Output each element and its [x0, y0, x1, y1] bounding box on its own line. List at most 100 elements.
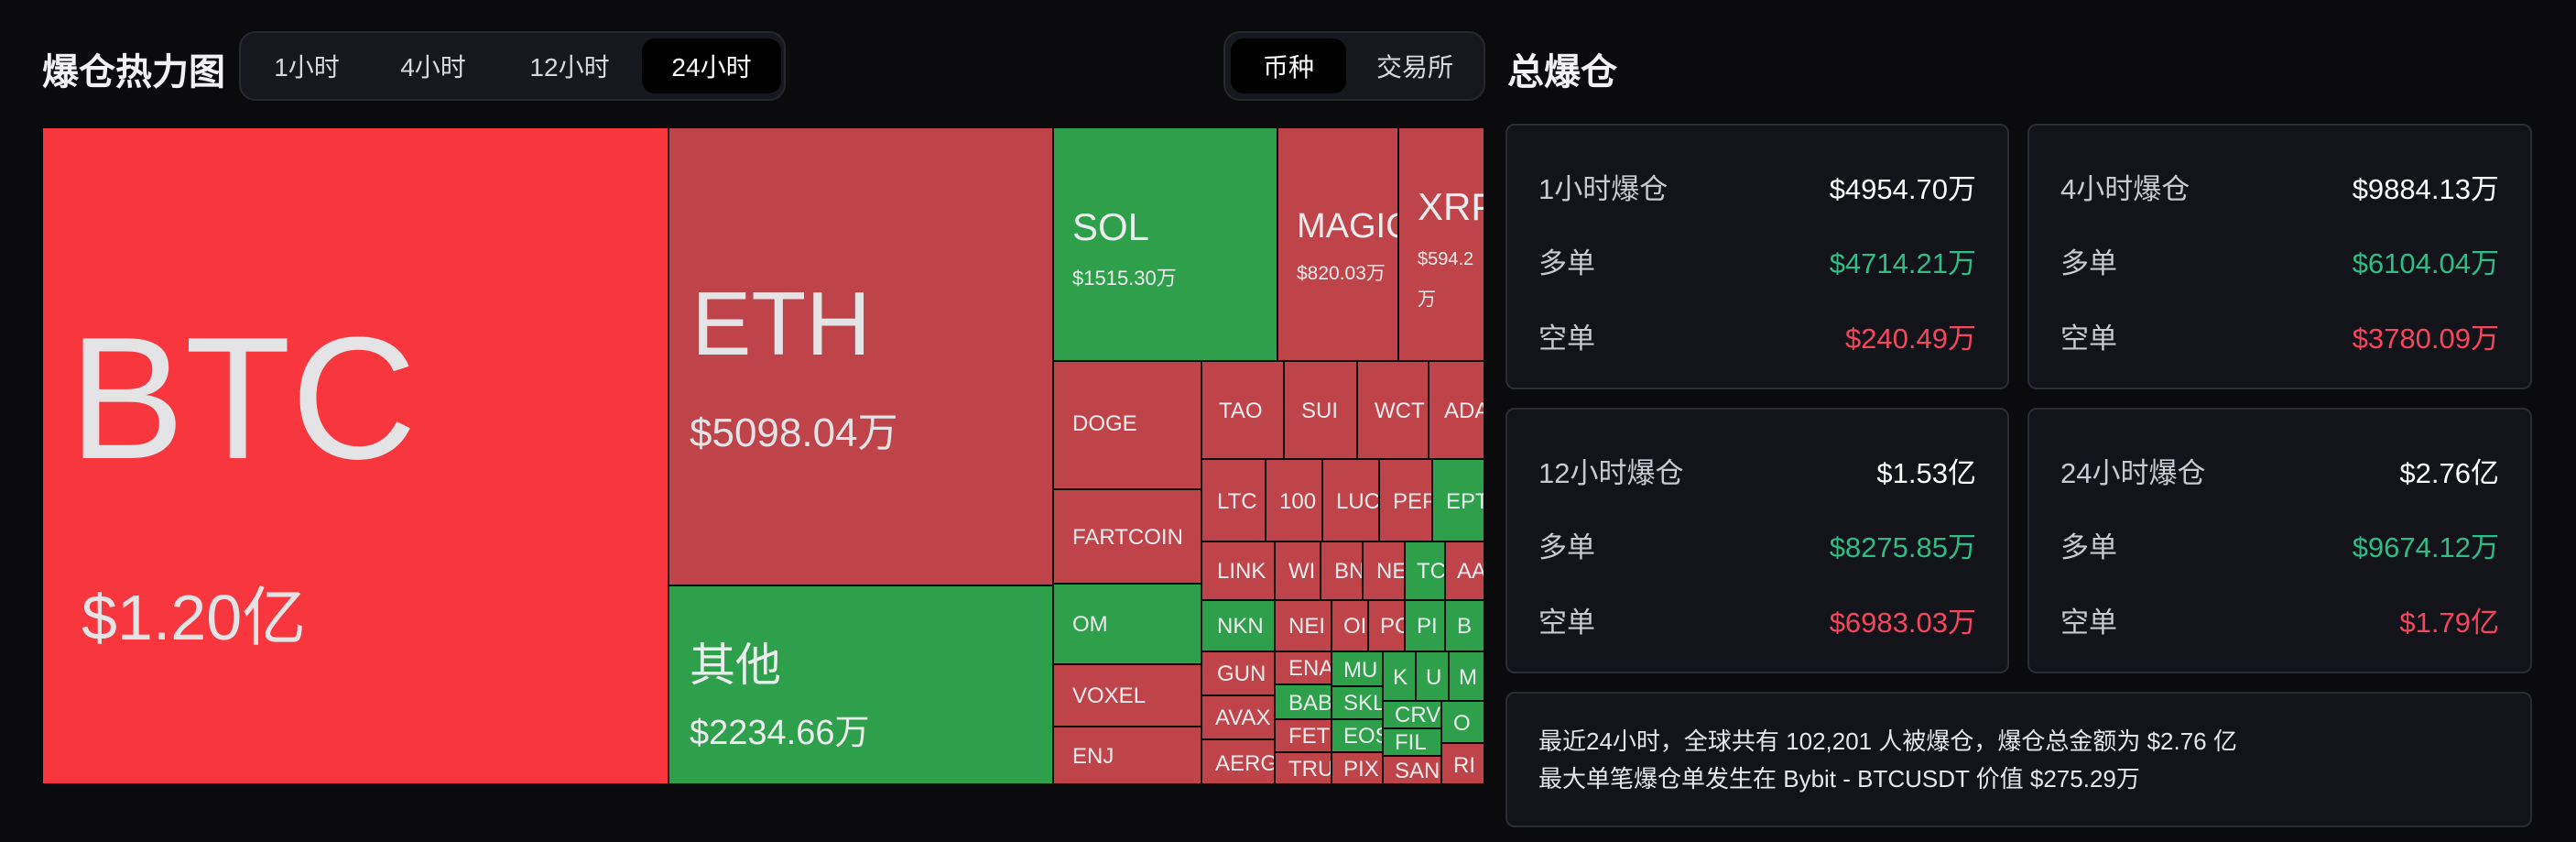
- tile-m[interactable]: M: [1449, 651, 1484, 701]
- tile-name: SOL: [1072, 205, 1150, 248]
- tile-mu[interactable]: MU: [1331, 651, 1383, 686]
- tile-k[interactable]: K: [1383, 651, 1416, 701]
- tile-skl[interactable]: SKL: [1331, 686, 1383, 719]
- tile-luc[interactable]: LUC: [1322, 459, 1379, 541]
- tile-avax[interactable]: AVAX: [1201, 695, 1275, 739]
- tile-name: WCT: [1375, 399, 1425, 423]
- tile-pi[interactable]: PI: [1405, 600, 1445, 651]
- tile-name: AERG: [1215, 751, 1275, 776]
- tile-fil[interactable]: FIL: [1383, 728, 1441, 756]
- tile-value-unit: 万: [1418, 290, 1436, 310]
- heatmap-title: 爆仓热力图: [42, 52, 225, 93]
- tab-by-coin[interactable]: 币种: [1231, 38, 1346, 93]
- period-label: 24小时爆仓: [2060, 457, 2206, 489]
- tile-b[interactable]: B: [1445, 600, 1484, 651]
- tile-link[interactable]: LINK: [1201, 541, 1275, 600]
- tile-ne[interactable]: NE: [1363, 541, 1405, 600]
- short-value: $240.49万: [1844, 323, 1976, 355]
- tile-ept[interactable]: EPT: [1432, 459, 1484, 541]
- long-value: $8275.85万: [1829, 531, 1976, 563]
- tile-fartcoin[interactable]: FARTCOIN: [1053, 489, 1201, 584]
- tile-name: TAO: [1219, 399, 1263, 423]
- tile-crv[interactable]: CRV: [1383, 701, 1441, 728]
- summary-card-24h: 24小时爆仓 $2.76亿 多单 $9674.12万 空单 $1.79亿: [2027, 408, 2532, 673]
- time-range-tabs: 1小时 4小时 12小时 24小时: [239, 31, 786, 101]
- tile-ena[interactable]: ENA: [1275, 651, 1331, 684]
- tile-u[interactable]: U: [1416, 651, 1449, 701]
- tile-ri[interactable]: RI: [1441, 743, 1484, 784]
- tile-sol[interactable]: SOL $1515.30万: [1053, 127, 1277, 361]
- tile-value: $820.03万: [1297, 263, 1386, 284]
- tile-btc[interactable]: BTC $1.20亿: [42, 127, 668, 784]
- tile-fet[interactable]: FET: [1275, 719, 1331, 752]
- tile-other[interactable]: 其他 $2234.66万: [668, 585, 1053, 784]
- tile-name: U: [1426, 665, 1442, 690]
- group-by-tabs: 币种 交易所: [1223, 31, 1485, 101]
- tile-gun[interactable]: GUN: [1201, 651, 1275, 695]
- tile-sui[interactable]: SUI: [1284, 361, 1357, 459]
- tile-name: VOXEL: [1072, 683, 1147, 708]
- tile-name: NEI: [1288, 614, 1326, 639]
- summary-card-4h: 4小时爆仓 $9884.13万 多单 $6104.04万 空单 $3780.09万: [2027, 124, 2532, 389]
- total-value: $2.76亿: [2399, 457, 2499, 489]
- tile-name: MAGIC: [1297, 207, 1397, 246]
- short-value: $1.79亿: [2399, 607, 2499, 639]
- tile-name: NKN: [1217, 614, 1264, 639]
- long-value: $6104.04万: [2352, 247, 2499, 279]
- total-value: $4954.70万: [1829, 173, 1976, 205]
- tile-name: TRU: [1288, 757, 1331, 782]
- short-value: $6983.03万: [1829, 607, 1976, 639]
- tile-san[interactable]: SAN: [1383, 756, 1441, 784]
- tile-eos[interactable]: EOS: [1331, 719, 1383, 752]
- summary-info-box: 最近24小时，全球共有 102,201 人被爆仓，爆仓总金额为 $2.76 亿 …: [1505, 692, 2532, 827]
- tile-aa[interactable]: AA: [1445, 541, 1484, 600]
- info-line-2: 最大单笔爆仓单发生在 Bybit - BTCUSDT 价值 $275.29万: [1538, 765, 2140, 793]
- tile-doge[interactable]: DOGE: [1053, 361, 1201, 489]
- tile-name: BTC: [69, 301, 417, 496]
- tile-name: PC: [1380, 614, 1404, 639]
- tab-by-exchange[interactable]: 交易所: [1375, 53, 1453, 82]
- tile-pep[interactable]: PEP: [1379, 459, 1432, 541]
- tile-eth[interactable]: ETH $5098.04万: [668, 127, 1053, 585]
- tile-tao[interactable]: TAO: [1201, 361, 1284, 459]
- tab-4h[interactable]: 4小时: [400, 53, 466, 82]
- tile-100[interactable]: 100: [1266, 459, 1322, 541]
- tile-enj[interactable]: ENJ: [1053, 727, 1201, 784]
- tile-oi[interactable]: OI: [1331, 600, 1368, 651]
- summary-card-12h: 12小时爆仓 $1.53亿 多单 $8275.85万 空单 $6983.03万: [1505, 408, 2009, 673]
- tile-name: 其他: [690, 640, 781, 691]
- tile-bn[interactable]: BN: [1321, 541, 1363, 600]
- tile-ltc[interactable]: LTC: [1201, 459, 1266, 541]
- short-value: $3780.09万: [2352, 323, 2499, 355]
- tile-name: ADA: [1444, 399, 1484, 423]
- tile-nei[interactable]: NEI: [1275, 600, 1331, 651]
- tile-name: ETH: [691, 273, 871, 374]
- tile-bab[interactable]: BAB: [1275, 684, 1331, 719]
- tile-pix[interactable]: PIX: [1331, 752, 1383, 784]
- tile-name: OM: [1072, 612, 1108, 637]
- short-label: 空单: [2060, 607, 2117, 639]
- tile-wct[interactable]: WCT: [1357, 361, 1429, 459]
- long-label: 多单: [1538, 247, 1595, 279]
- tile-magic[interactable]: MAGIC $820.03万: [1277, 127, 1398, 361]
- tile-tc[interactable]: TC: [1405, 541, 1445, 600]
- tab-12h[interactable]: 12小时: [529, 53, 610, 82]
- tile-xrp[interactable]: XRP $594.2 万: [1398, 127, 1484, 361]
- tab-1h[interactable]: 1小时: [274, 53, 340, 82]
- tile-voxel[interactable]: VOXEL: [1053, 664, 1201, 727]
- tile-pc[interactable]: PC: [1368, 600, 1405, 651]
- tile-tru[interactable]: TRU: [1275, 752, 1331, 784]
- tile-wi[interactable]: WI: [1275, 541, 1321, 600]
- tile-name: SUI: [1301, 399, 1339, 423]
- tile-name: PEP: [1393, 489, 1431, 514]
- tile-aerg[interactable]: AERG: [1201, 739, 1275, 784]
- tile-name: AVAX: [1215, 705, 1271, 730]
- tile-name: AA: [1457, 559, 1484, 584]
- tile-nkn[interactable]: NKN: [1201, 600, 1275, 651]
- tile-ada[interactable]: ADA: [1429, 361, 1484, 459]
- tile-o[interactable]: O: [1441, 701, 1484, 743]
- tile-om[interactable]: OM: [1053, 584, 1201, 664]
- tab-24h[interactable]: 24小时: [642, 38, 781, 93]
- tile-name: OI: [1343, 614, 1367, 639]
- period-label: 4小时爆仓: [2060, 173, 2190, 205]
